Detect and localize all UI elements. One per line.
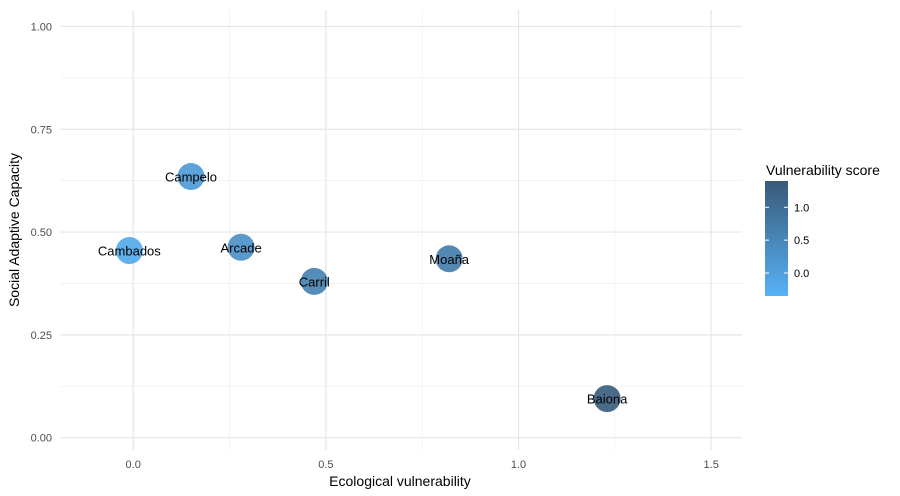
data-point [300, 267, 328, 295]
legend-title: Vulnerability score [766, 162, 880, 178]
grid-major [60, 10, 742, 450]
point-label: Cambados [98, 244, 161, 259]
x-axis-title: Ecological vulnerability [329, 473, 471, 489]
point-label: Moaña [429, 252, 470, 267]
legend: Vulnerability score 0.0 0.5 1.0 [765, 162, 880, 296]
legend-colorbar [765, 181, 788, 296]
point-labels: Campelo Cambados Arcade Carril Moaña Baiona [98, 170, 628, 407]
point-label: Arcade [220, 240, 261, 255]
x-tick-label: 0.0 [126, 459, 141, 471]
y-tick-label: 0.75 [31, 124, 52, 136]
legend-tick-label: 0.0 [794, 268, 809, 280]
point-label: Campelo [165, 170, 217, 185]
point-label: Baiona [587, 392, 628, 407]
y-tick-label: 0.00 [31, 433, 52, 445]
data-point [593, 385, 621, 413]
legend-ticks: 0.0 0.5 1.0 [765, 202, 809, 280]
grid-minor [60, 10, 742, 450]
data-point [227, 233, 255, 261]
data-point [115, 237, 143, 265]
y-axis-title: Social Adaptive Capacity [6, 153, 22, 307]
x-axis-ticks: 0.0 0.5 1.0 1.5 [126, 459, 719, 471]
point-label: Carril [299, 274, 330, 289]
legend-tick-label: 0.5 [794, 235, 809, 247]
data-points [115, 163, 621, 413]
data-point [435, 245, 463, 273]
x-tick-label: 1.5 [704, 459, 719, 471]
data-point [177, 163, 205, 191]
y-tick-label: 0.50 [31, 227, 52, 239]
x-tick-label: 0.5 [318, 459, 333, 471]
legend-tick-label: 1.0 [794, 202, 809, 214]
y-axis-ticks: 0.00 0.25 0.50 0.75 1.00 [31, 21, 52, 444]
y-tick-label: 0.25 [31, 330, 52, 342]
y-tick-label: 1.00 [31, 21, 52, 33]
x-tick-label: 1.0 [511, 459, 526, 471]
